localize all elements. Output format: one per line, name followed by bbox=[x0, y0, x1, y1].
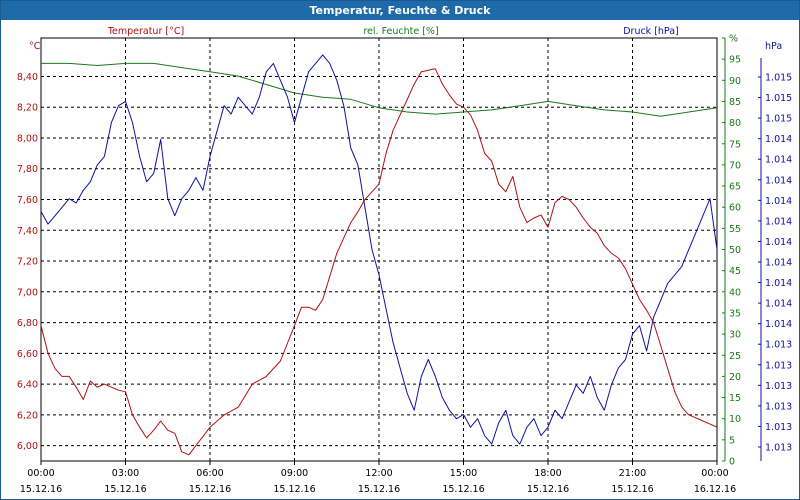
x-tick-date-label: 16.12.16 bbox=[694, 484, 736, 495]
temperature-tick-label: 6,00 bbox=[17, 441, 38, 452]
pressure-tick-label: 1.013 bbox=[765, 443, 792, 454]
temperature-tick-label: 8,20 bbox=[17, 103, 38, 114]
temperature-tick-label: 7,00 bbox=[17, 287, 38, 298]
humidity-tick-label: 40 bbox=[729, 287, 741, 298]
x-tick-date-label: 15.12.16 bbox=[527, 484, 569, 495]
humidity-tick-label: 45 bbox=[729, 266, 741, 277]
humidity-tick-label: 90 bbox=[729, 76, 741, 87]
x-tick-time-label: 21:00 bbox=[619, 468, 646, 479]
humidity-tick-label: 0 bbox=[729, 457, 735, 468]
temperature-tick-label: 7,80 bbox=[17, 164, 38, 175]
pressure-tick-label: 1.015 bbox=[765, 93, 792, 104]
x-tick-date-label: 15.12.16 bbox=[104, 484, 146, 495]
humidity-series-header: rel. Feuchte [%] bbox=[363, 26, 438, 37]
pressure-tick-label: 1.014 bbox=[765, 134, 792, 145]
pressure-tick-label: 1.014 bbox=[765, 278, 792, 289]
humidity-tick-label: 35 bbox=[729, 308, 741, 319]
temperature-tick-label: 6,60 bbox=[17, 349, 38, 360]
x-tick-date-label: 15.12.16 bbox=[189, 484, 231, 495]
pressure-tick-label: 1.013 bbox=[765, 360, 792, 371]
temperature-tick-label: 6,20 bbox=[17, 410, 38, 421]
humidity-tick-label: 25 bbox=[729, 351, 741, 362]
temperature-tick-label: 7,60 bbox=[17, 195, 38, 206]
x-tick-time-label: 09:00 bbox=[281, 468, 308, 479]
temperature-tick-label: 7,20 bbox=[17, 257, 38, 268]
pressure-tick-label: 1.015 bbox=[765, 73, 792, 84]
x-tick-time-label: 12:00 bbox=[365, 468, 392, 479]
pressure-tick-label: 1.013 bbox=[765, 340, 792, 351]
humidity-tick-label: 10 bbox=[729, 414, 741, 425]
x-tick-date-label: 15.12.16 bbox=[611, 484, 653, 495]
humidity-tick-label: 50 bbox=[729, 245, 741, 256]
temperature-tick-label: 6,80 bbox=[17, 318, 38, 329]
x-tick-date-label: 15.12.16 bbox=[273, 484, 315, 495]
pressure-tick-label: 1.014 bbox=[765, 175, 792, 186]
pressure-tick-label: 1.014 bbox=[765, 319, 792, 330]
humidity-tick-label: % bbox=[729, 34, 738, 45]
pressure-tick-label: 1.014 bbox=[765, 216, 792, 227]
pressure-series-line bbox=[40, 54, 718, 445]
temperature-unit-label: °C bbox=[29, 41, 41, 52]
humidity-tick-label: 70 bbox=[729, 160, 741, 171]
x-tick-time-label: 03:00 bbox=[112, 468, 139, 479]
pressure-tick-label: 1.013 bbox=[765, 422, 792, 433]
x-tick-time-label: 06:00 bbox=[196, 468, 223, 479]
humidity-tick-label: 30 bbox=[729, 330, 741, 341]
pressure-tick-label: 1.014 bbox=[765, 237, 792, 248]
x-tick-time-label: 18:00 bbox=[534, 468, 561, 479]
x-tick-time-label: 15:00 bbox=[450, 468, 477, 479]
humidity-tick-label: 65 bbox=[729, 182, 741, 193]
temperature-tick-label: 8,00 bbox=[17, 133, 38, 144]
humidity-series-line bbox=[41, 62, 718, 117]
pressure-tick-label: 1.013 bbox=[765, 401, 792, 412]
humidity-tick-label: 75 bbox=[729, 139, 741, 150]
pressure-tick-label: 1.014 bbox=[765, 196, 792, 207]
x-tick-date-label: 15.12.16 bbox=[442, 484, 484, 495]
pressure-tick-label: 1.015 bbox=[765, 114, 792, 125]
temperature-tick-label: 8,40 bbox=[17, 72, 38, 83]
pressure-tick-label: 1.014 bbox=[765, 299, 792, 310]
pressure-unit-label: hPa bbox=[765, 41, 782, 52]
humidity-tick-label: 20 bbox=[729, 372, 741, 383]
pressure-tick-label: 1.014 bbox=[765, 258, 792, 269]
temperature-tick-label: 6,40 bbox=[17, 380, 38, 391]
temperature-series-header: Temperatur [°C] bbox=[107, 26, 184, 37]
x-tick-time-label: 00:00 bbox=[701, 468, 728, 479]
humidity-tick-label: 55 bbox=[729, 224, 741, 235]
chart-title: Temperatur, Feuchte & Druck bbox=[1, 1, 799, 20]
humidity-tick-label: 15 bbox=[729, 393, 741, 404]
temperature-tick-label: 7,40 bbox=[17, 226, 38, 237]
x-tick-time-label: 00:00 bbox=[27, 468, 54, 479]
pressure-tick-label: 1.014 bbox=[765, 155, 792, 166]
humidity-tick-label: 95 bbox=[729, 55, 741, 66]
humidity-tick-label: 80 bbox=[729, 118, 741, 129]
pressure-tick-label: 1.013 bbox=[765, 381, 792, 392]
humidity-tick-label: 5 bbox=[729, 435, 735, 446]
x-tick-date-label: 15.12.16 bbox=[358, 484, 400, 495]
temperature-series-line bbox=[40, 68, 718, 456]
humidity-tick-label: 85 bbox=[729, 97, 741, 108]
x-tick-date-label: 15.12.16 bbox=[20, 484, 62, 495]
humidity-tick-label: 60 bbox=[729, 203, 741, 214]
pressure-series-header: Druck [hPa] bbox=[623, 26, 679, 37]
